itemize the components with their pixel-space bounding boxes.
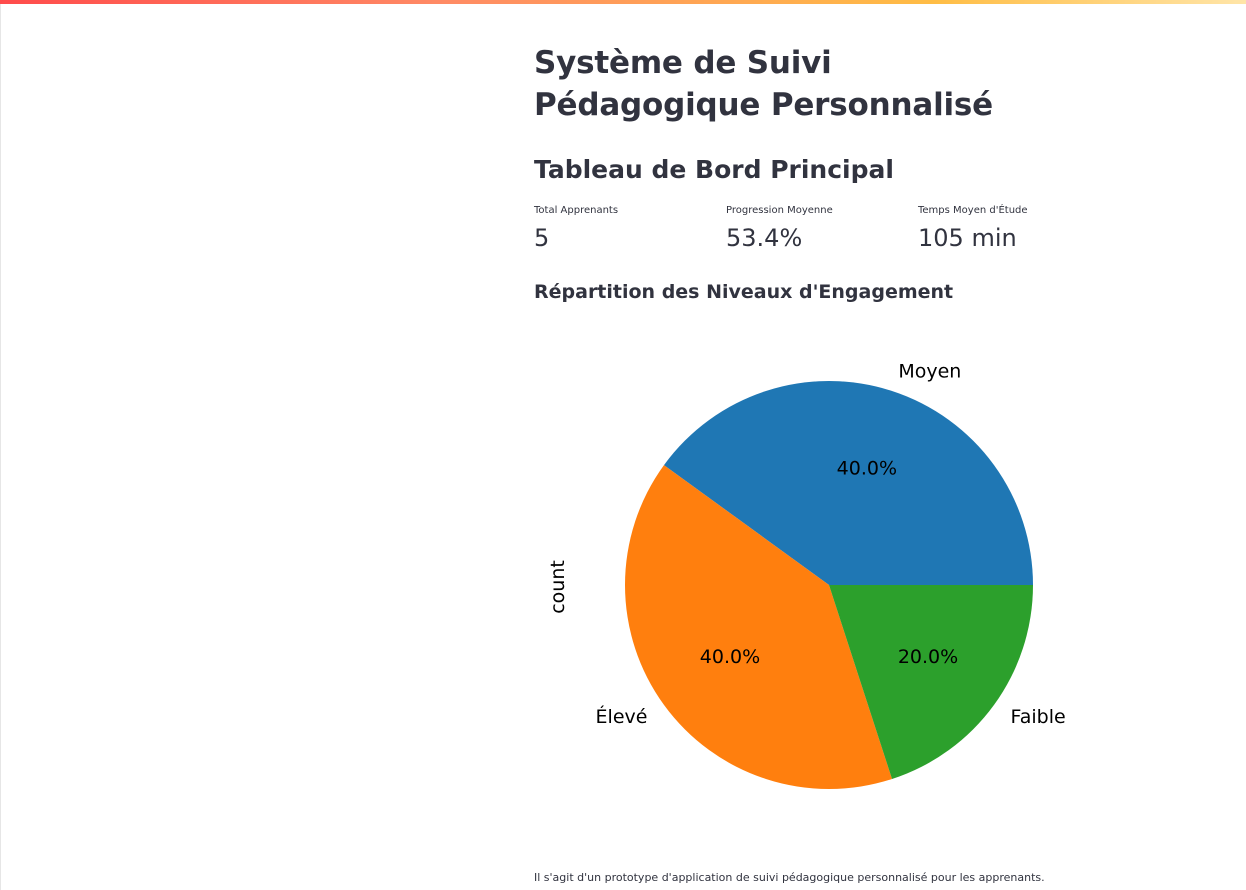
dashboard-subtitle: Tableau de Bord Principal [534, 155, 894, 184]
pie-labels: 40.0% Moyen 40.0% Élevé 20.0% Faible [596, 361, 1066, 728]
top-decoration-bar [0, 0, 1246, 4]
metric-label: Total Apprenants [534, 205, 619, 216]
chart-section-title: Répartition des Niveaux d'Engagement [534, 281, 954, 303]
pie-category-label: Faible [1011, 706, 1066, 728]
pie-percent-label: 20.0% [898, 646, 958, 668]
pie-percent-label: 40.0% [700, 646, 760, 668]
metric-total-apprenants: Total Apprenants 5 [534, 204, 724, 253]
pie-slice-eleve [625, 465, 893, 790]
metric-label: Temps Moyen d'Étude [918, 205, 1028, 216]
pie-slice-faible [829, 585, 1033, 780]
metric-value: 53.4% [726, 224, 803, 252]
pie-percent-label: 40.0% [837, 458, 897, 480]
sidebar-edge [0, 4, 1, 890]
metric-temps-moyen: Temps Moyen d'Étude 105 min [918, 204, 1108, 253]
pie-ylabel: count [547, 560, 569, 614]
metric-value: 5 [534, 224, 550, 252]
pie-slice-moyen [663, 381, 1033, 585]
page-title: Système de Suivi Pédagogique Personnalis… [534, 45, 994, 123]
footer-caption: Il s'agit d'un prototype d'application d… [534, 871, 1045, 884]
pie-slices [625, 381, 1033, 790]
metric-value: 105 min [918, 224, 1017, 252]
pie-category-label: Moyen [898, 361, 961, 383]
engagement-pie-chart: 40.0% Moyen 40.0% Élevé 20.0% Faible count [547, 361, 1066, 790]
metric-progression-moyenne: Progression Moyenne 53.4% [726, 204, 916, 253]
metric-label: Progression Moyenne [726, 205, 833, 216]
pie-category-label: Élevé [596, 705, 648, 728]
